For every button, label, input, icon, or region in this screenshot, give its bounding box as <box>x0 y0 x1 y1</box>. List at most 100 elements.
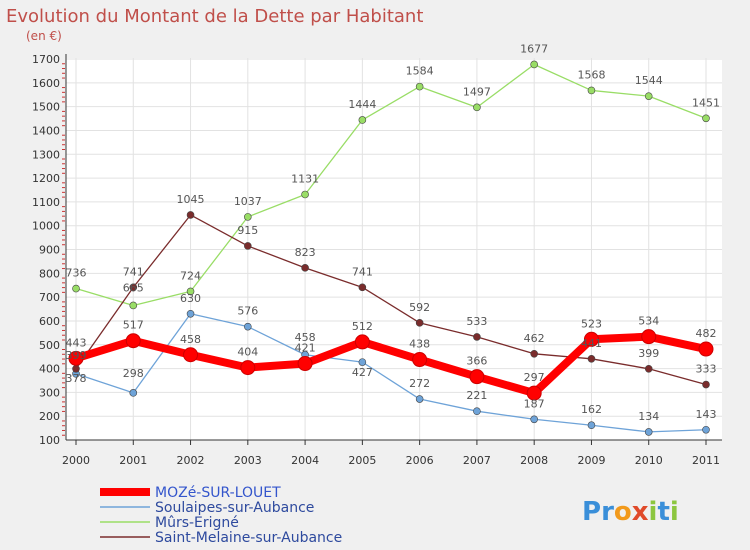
data-point <box>412 352 428 368</box>
brand-text: Proxiti <box>582 497 679 527</box>
y-tick-label: 1700 <box>32 53 60 66</box>
data-point <box>125 333 141 349</box>
data-point <box>68 350 84 366</box>
x-tick-label: 2001 <box>119 454 147 467</box>
data-point <box>72 284 80 293</box>
data-label: 523 <box>581 317 602 330</box>
data-label: 741 <box>123 265 144 278</box>
data-label: 533 <box>466 315 487 328</box>
series-line-3 <box>75 214 707 386</box>
data-label: 1497 <box>463 85 491 98</box>
data-label: 427 <box>352 366 373 379</box>
legend: MOZé-SUR-LOUETSoulaipes-sur-AubanceMûrs-… <box>100 485 342 546</box>
data-label: 462 <box>524 332 545 345</box>
data-point <box>297 356 313 372</box>
data-label: 915 <box>237 224 258 237</box>
data-point <box>358 283 367 292</box>
data-point <box>415 395 424 403</box>
data-label: 630 <box>180 292 201 305</box>
data-label: 297 <box>524 371 545 384</box>
x-tick-label: 2008 <box>520 454 548 467</box>
data-label: 592 <box>409 301 430 314</box>
chart-title: Evolution du Montant de la Dette par Hab… <box>6 6 423 27</box>
data-label: 1584 <box>406 65 434 78</box>
y-tick-label: 1400 <box>32 124 60 137</box>
data-point <box>530 60 538 69</box>
data-label: 576 <box>237 305 258 318</box>
data-point <box>587 354 596 363</box>
data-point <box>301 264 309 272</box>
x-tick-label: 2006 <box>406 454 434 467</box>
y-tick-label: 900 <box>39 244 60 257</box>
data-label: 134 <box>638 410 659 423</box>
brand-letter: P <box>582 497 601 527</box>
x-tick-label: 2009 <box>577 454 605 467</box>
y-tick-label: 600 <box>39 315 60 328</box>
x-tick-label: 2005 <box>348 454 376 467</box>
data-label: 665 <box>123 281 144 294</box>
data-point <box>469 369 485 385</box>
brand-letter: i <box>670 497 679 527</box>
series-line-0 <box>74 332 707 398</box>
data-point <box>129 283 138 292</box>
series-line-2 <box>75 63 707 307</box>
data-label: 458 <box>295 331 316 344</box>
data-point <box>644 92 653 100</box>
y-tick-label: 1500 <box>32 101 60 114</box>
data-label: 143 <box>696 408 717 421</box>
brand-logo: Proxiti <box>582 497 679 527</box>
data-label: 1037 <box>234 195 262 208</box>
data-label: 534 <box>638 315 659 328</box>
data-point <box>583 331 599 347</box>
data-label: 1544 <box>635 74 663 87</box>
data-point <box>244 242 252 250</box>
y-tick-label: 1000 <box>32 220 60 233</box>
data-point <box>530 415 538 424</box>
data-label: 741 <box>352 265 373 278</box>
data-label: 298 <box>123 367 144 380</box>
data-point <box>244 322 252 331</box>
data-label: 221 <box>466 389 487 402</box>
data-label: 333 <box>696 363 717 376</box>
data-point <box>301 190 309 199</box>
data-point <box>473 407 481 415</box>
data-point <box>415 82 424 91</box>
legend-label: Soulaipes-sur-Aubance <box>155 500 314 516</box>
legend-label: MOZé-SUR-LOUET <box>155 485 281 501</box>
data-label: 724 <box>180 269 201 282</box>
data-label: 736 <box>66 267 87 280</box>
data-label: 482 <box>696 327 717 340</box>
y-tick-label: 1300 <box>32 148 60 161</box>
data-label: 823 <box>295 246 316 259</box>
data-label: 366 <box>466 355 487 368</box>
data-point <box>587 86 596 95</box>
data-point <box>644 428 653 436</box>
data-point <box>644 365 653 373</box>
y-tick-label: 300 <box>39 386 60 399</box>
y-tick-label: 1100 <box>32 196 60 209</box>
y-tick-label: 400 <box>39 363 60 376</box>
y-tick-label: 1200 <box>32 172 60 185</box>
y-tick-label: 100 <box>39 434 60 447</box>
legend-label: Saint-Melaine-sur-Aubance <box>155 530 342 546</box>
brand-letter: t <box>657 497 669 527</box>
data-label: 517 <box>123 319 144 332</box>
data-label: 162 <box>581 403 602 416</box>
data-label: 399 <box>66 349 87 362</box>
data-point <box>473 333 481 341</box>
data-label: 399 <box>638 347 659 360</box>
x-tick-label: 2011 <box>692 454 720 467</box>
y-tick-label: 700 <box>39 291 60 304</box>
data-point <box>183 347 199 363</box>
data-point <box>641 329 657 345</box>
data-point <box>244 213 252 221</box>
data-point <box>702 114 710 123</box>
data-label: 421 <box>295 342 316 355</box>
data-point <box>526 385 542 401</box>
data-label: 272 <box>409 377 430 390</box>
data-point <box>186 287 195 296</box>
brand-letter: x <box>632 497 649 527</box>
data-label: 441 <box>581 337 602 350</box>
